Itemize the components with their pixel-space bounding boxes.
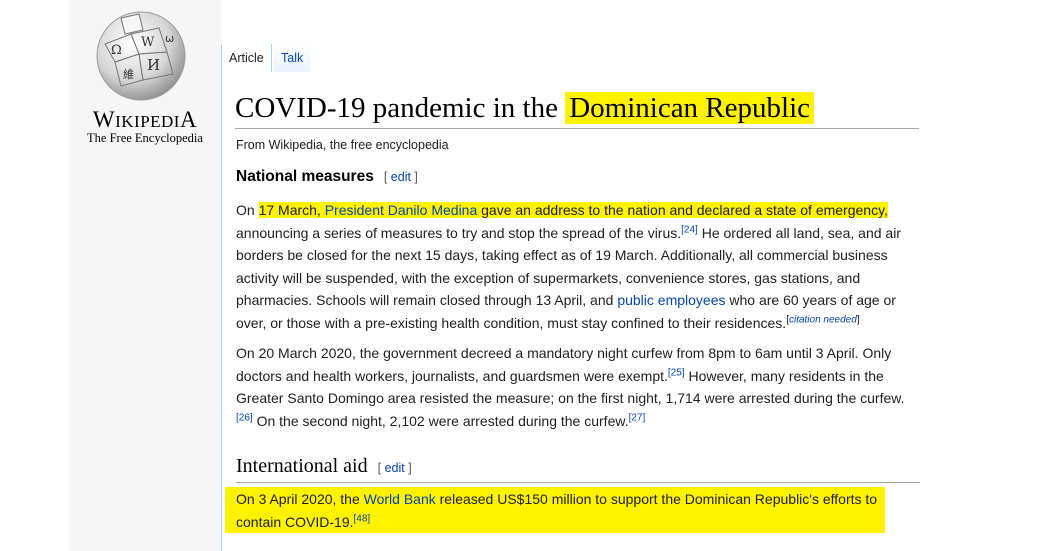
- reference-link[interactable]: [25]: [667, 366, 685, 378]
- edit-link[interactable]: edit: [390, 170, 411, 184]
- paragraph: On 20 March 2020, the government decreed…: [236, 345, 905, 429]
- wikipedia-tagline: The Free Encyclopedia: [87, 131, 203, 145]
- svg-text:Ω: Ω: [111, 43, 122, 58]
- reference-link[interactable]: [48]: [353, 512, 371, 524]
- reference-link[interactable]: [26]: [236, 411, 253, 423]
- svg-text:維: 維: [123, 68, 134, 81]
- highlighted-text: 17 March, President Danilo Medina gave a…: [258, 202, 888, 218]
- link-world-bank[interactable]: World Bank: [363, 491, 436, 507]
- sidebar: Ω W И 維 ω WIKIPEDIA The Free Encyclopedi…: [69, 0, 221, 551]
- puzzle-globe-icon: Ω W И 維 ω: [96, 11, 186, 101]
- section-heading-international-aid: International aid[ edit ]: [236, 455, 920, 483]
- svg-text:ω: ω: [165, 32, 174, 45]
- section-heading-national-measures: National measures[ edit ]: [236, 168, 418, 185]
- edit-link[interactable]: edit: [384, 461, 405, 475]
- page-title: COVID-19 pandemic in the Dominican Repub…: [235, 88, 919, 129]
- citation-needed-link[interactable]: citation needed: [788, 313, 857, 325]
- content-area: [221, 72, 924, 551]
- edit-section-link: [ edit ]: [377, 461, 412, 475]
- site-subtitle: From Wikipedia, the free encyclopedia: [236, 138, 449, 152]
- paragraph: On 3 April 2020, the World Bank released…: [236, 491, 878, 530]
- tab-talk[interactable]: Talk: [274, 44, 311, 72]
- tab-article[interactable]: Article: [221, 44, 272, 73]
- citation-needed: [citation needed]: [786, 313, 860, 325]
- paragraph: On 17 March, President Danilo Medina gav…: [236, 202, 901, 331]
- reference-link[interactable]: [24]: [681, 223, 698, 235]
- highlight-block: [225, 487, 885, 533]
- reference-link[interactable]: [27]: [628, 411, 646, 423]
- edit-section-link: [ edit ]: [383, 170, 418, 184]
- link-danilo-medina[interactable]: President Danilo Medina: [324, 202, 478, 218]
- link-public-employees[interactable]: public employees: [617, 292, 726, 308]
- wikipedia-logo[interactable]: Ω W И 維 ω WIKIPEDIA The Free Encyclopedi…: [69, 0, 221, 160]
- wikipedia-wordmark: WIKIPEDIA: [92, 107, 198, 132]
- title-highlight: Dominican Republic: [565, 92, 815, 124]
- svg-text:И: И: [147, 56, 160, 74]
- svg-text:W: W: [141, 35, 155, 50]
